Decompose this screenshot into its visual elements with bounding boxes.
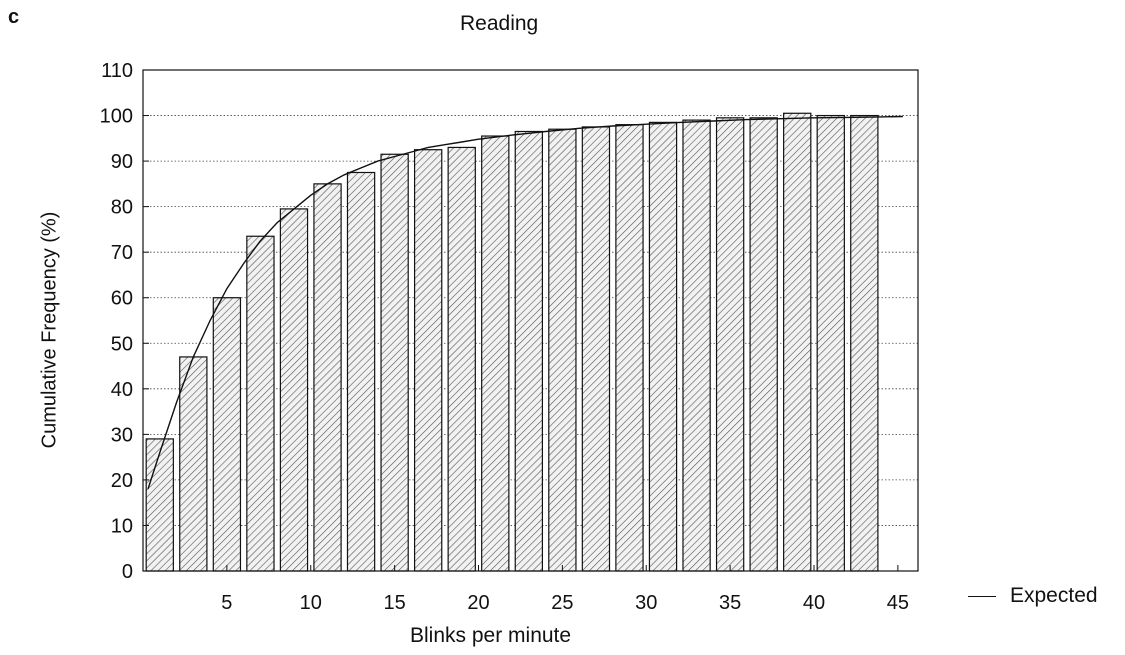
- y-tick-label-100: 100: [100, 106, 133, 128]
- bar-4: [246, 235, 275, 572]
- y-tick-label-0: 0: [122, 561, 133, 583]
- y-tick-label-110: 110: [101, 60, 133, 82]
- bar-3: [212, 297, 242, 572]
- y-axis-label: Cumulative Frequency (%): [38, 211, 61, 449]
- y-tick-label-70: 70: [111, 242, 133, 264]
- bar-14: [581, 126, 611, 572]
- y-tick-label-40: 40: [111, 379, 133, 401]
- x-tick-label-5: 5: [221, 592, 232, 614]
- bar-19: [749, 117, 778, 572]
- legend-label: Expected: [1010, 584, 1098, 607]
- y-tick-label-60: 60: [111, 288, 133, 310]
- x-axis-ticks: 5 10 15 20 25 30 35 40 45: [221, 565, 909, 614]
- y-tick-label-50: 50: [111, 333, 133, 355]
- x-tick-label-10: 10: [300, 592, 322, 614]
- panel-label: c: [8, 6, 20, 28]
- x-tick-label-20: 20: [467, 592, 489, 614]
- bar-13: [548, 128, 577, 572]
- expected-curve-group: [147, 115, 903, 490]
- x-tick-label-30: 30: [635, 592, 657, 614]
- y-tick-label-20: 20: [111, 470, 133, 492]
- bar-20: [783, 112, 812, 572]
- bar-5: [279, 208, 309, 572]
- bar-1: [145, 438, 174, 572]
- bar-6: [313, 183, 342, 572]
- bars-group: [145, 112, 879, 572]
- expected-curve-line: [147, 115, 903, 490]
- bar-21: [816, 114, 845, 572]
- y-tick-label-80: 80: [111, 197, 133, 219]
- bar-12: [514, 130, 544, 572]
- y-axis-ticks: 0 10 20 30 40 50 60 70 80 90 100 110: [100, 60, 149, 583]
- x-axis-label: Blinks per minute: [410, 624, 572, 647]
- x-tick-label-45: 45: [887, 592, 909, 614]
- bar-17: [682, 119, 711, 572]
- legend-line-swatch: [968, 595, 996, 597]
- x-tick-label-15: 15: [383, 592, 405, 614]
- bar-15: [615, 124, 644, 572]
- bar-2: [179, 356, 208, 572]
- x-tick-label-35: 35: [719, 592, 741, 614]
- bar-9: [413, 149, 443, 572]
- bar-7: [346, 171, 376, 572]
- bar-22: [850, 114, 879, 572]
- x-tick-label-25: 25: [551, 592, 573, 614]
- chart-title: Reading: [460, 12, 539, 35]
- plot-frame: [142, 69, 919, 572]
- x-tick-label-40: 40: [803, 592, 825, 614]
- legend: Expected: [968, 584, 1098, 608]
- bar-8: [380, 153, 409, 572]
- y-tick-label-30: 30: [111, 424, 133, 446]
- bar-16: [648, 121, 678, 572]
- bar-10: [447, 146, 476, 572]
- bar-11: [481, 135, 510, 572]
- bar-18: [715, 117, 745, 572]
- y-tick-label-90: 90: [111, 151, 133, 173]
- y-tick-label-10: 10: [111, 515, 133, 537]
